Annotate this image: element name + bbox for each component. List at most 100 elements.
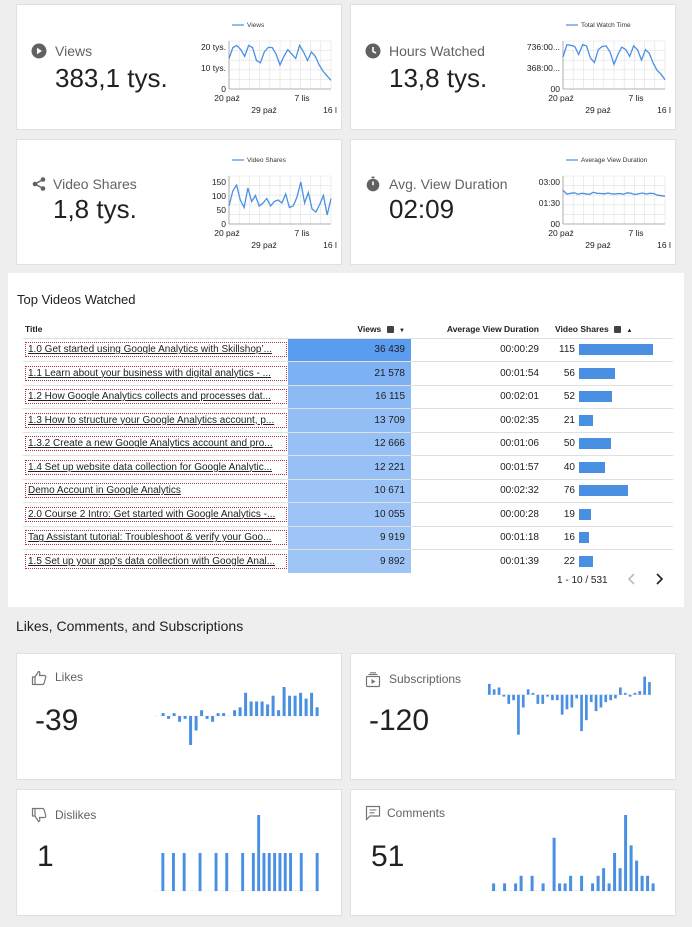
bar bbox=[299, 692, 303, 716]
card-label: Subscriptions bbox=[389, 672, 462, 686]
header-video-shares[interactable]: Video Shares ▲ bbox=[555, 323, 633, 334]
series-line bbox=[228, 181, 332, 216]
share-icon bbox=[31, 176, 47, 192]
video-title-cell[interactable]: 1.3.2 Create a new Google Analytics acco… bbox=[23, 431, 288, 456]
bar bbox=[266, 704, 270, 716]
video-title-cell[interactable]: 1.0 Get started using Google Analytics w… bbox=[23, 337, 288, 362]
bar bbox=[277, 710, 281, 716]
bar bbox=[614, 694, 617, 699]
bar bbox=[651, 883, 655, 891]
bar bbox=[624, 815, 628, 891]
header-title[interactable]: Title bbox=[25, 323, 43, 334]
shares-bar bbox=[579, 438, 611, 450]
avg-duration-cell: 00:00:28 bbox=[411, 502, 545, 526]
video-title-cell[interactable]: Tag Assistant tutorial: Troubleshoot & v… bbox=[23, 525, 288, 550]
video-title-cell[interactable]: 1.2 How Google Analytics collects and pr… bbox=[23, 384, 288, 409]
avg-duration-cell: 00:02:01 bbox=[411, 384, 545, 409]
y-tick-label: 00 bbox=[551, 219, 561, 229]
bar bbox=[517, 694, 520, 735]
table-row[interactable]: 1.3 How to structure your Google Analyti… bbox=[23, 408, 673, 432]
bar bbox=[546, 694, 549, 697]
video-title-cell[interactable]: 2.0 Course 2 Intro: Get started with Goo… bbox=[23, 502, 288, 526]
bar bbox=[288, 695, 292, 716]
bar bbox=[607, 883, 611, 891]
bar bbox=[271, 695, 275, 716]
comments-card: Comments 51 bbox=[350, 789, 676, 916]
table-row[interactable]: 1.5 Set up your app's data collection wi… bbox=[23, 549, 673, 573]
bar bbox=[492, 883, 496, 891]
table-row[interactable]: 1.2 How Google Analytics collects and pr… bbox=[23, 384, 673, 409]
table-row[interactable]: Tag Assistant tutorial: Troubleshoot & v… bbox=[23, 525, 673, 550]
shares-bar bbox=[579, 344, 653, 356]
bar bbox=[589, 694, 593, 703]
bar bbox=[172, 713, 176, 716]
sort-desc-icon: ▼ bbox=[399, 327, 405, 334]
table-row[interactable]: 2.0 Course 2 Intro: Get started with Goo… bbox=[23, 502, 673, 526]
bar bbox=[257, 815, 261, 891]
bar bbox=[251, 853, 255, 891]
bar bbox=[613, 853, 617, 891]
card-label: Likes bbox=[55, 670, 84, 684]
header-views[interactable]: Views ▼ bbox=[357, 323, 405, 334]
bar bbox=[194, 716, 198, 731]
kpi-label: Avg. View Duration bbox=[389, 176, 508, 192]
stopwatch-icon bbox=[365, 176, 381, 192]
x-tick-label: 20 paź bbox=[214, 93, 240, 103]
table-row[interactable]: 1.3.2 Create a new Google Analytics acco… bbox=[23, 431, 673, 456]
info-icon bbox=[614, 326, 622, 333]
shares-bar bbox=[579, 508, 591, 520]
bar bbox=[282, 687, 286, 716]
views-line-chart: Views 20 tys. 10 tys. 020 paź 29 paź 7 lis 16 … bbox=[201, 22, 337, 115]
chevron-right-icon[interactable] bbox=[652, 571, 666, 587]
table-row[interactable]: 1.1 Learn about your business with digit… bbox=[23, 361, 673, 385]
y-tick-label: 00 bbox=[551, 84, 561, 94]
header-avg-duration[interactable]: Average View Duration bbox=[446, 323, 539, 334]
bar bbox=[225, 853, 229, 891]
bar bbox=[519, 875, 523, 891]
video-title-cell[interactable]: 1.5 Set up your app's data collection wi… bbox=[23, 549, 288, 573]
bar bbox=[507, 694, 511, 704]
bar bbox=[273, 853, 277, 891]
video-shares-cell: 21 bbox=[545, 408, 673, 432]
chevron-left-icon[interactable] bbox=[625, 571, 639, 587]
views-cell: 10 671 bbox=[288, 478, 411, 503]
top-videos-table: Title Views ▼ Average View Duration Vide… bbox=[23, 320, 673, 573]
kpi-card-views: Views 383,1 tys. Views 20 tys. 10 tys. 0 20 … bbox=[16, 4, 342, 130]
legend-label: Total Watch Time bbox=[581, 22, 631, 29]
bar bbox=[293, 695, 297, 716]
avg-duration-cell: 00:01:39 bbox=[411, 549, 545, 573]
bar bbox=[558, 883, 562, 891]
bar bbox=[497, 687, 501, 695]
bar bbox=[205, 716, 209, 719]
play-circle-icon bbox=[31, 43, 47, 59]
bar bbox=[563, 883, 567, 891]
table-row[interactable]: 1.4 Set up website data collection for G… bbox=[23, 455, 673, 479]
table-row[interactable]: Demo Account in Google Analytics 10 671 00… bbox=[23, 478, 673, 503]
video-title-cell[interactable]: 1.3 How to structure your Google Analyti… bbox=[23, 408, 288, 432]
shares-bar bbox=[579, 485, 628, 497]
video-title-cell[interactable]: Demo Account in Google Analytics bbox=[23, 478, 288, 503]
bar bbox=[200, 710, 204, 716]
table-row[interactable]: 1.0 Get started using Google Analytics w… bbox=[23, 337, 673, 362]
bar bbox=[161, 713, 165, 716]
subscriptions-icon bbox=[365, 672, 381, 688]
video-title-cell[interactable]: 1.1 Learn about your business with digit… bbox=[23, 361, 288, 385]
bar bbox=[255, 701, 259, 716]
y-tick-label: 150 bbox=[212, 177, 226, 187]
kpi-card-hours-watched: Hours Watched 13,8 tys. Total Watch Time… bbox=[350, 4, 676, 130]
avg-duration-cell: 00:01:57 bbox=[411, 455, 545, 479]
bar bbox=[244, 692, 248, 716]
bar bbox=[267, 853, 271, 891]
bar bbox=[178, 716, 182, 722]
video-shares-cell: 115 bbox=[545, 337, 673, 362]
avg-duration-cell: 00:00:29 bbox=[411, 337, 545, 362]
bar bbox=[602, 868, 606, 891]
avg-duration-cell: 00:01:18 bbox=[411, 525, 545, 550]
bar bbox=[591, 883, 595, 891]
y-tick-label: 50 bbox=[217, 205, 227, 215]
bar bbox=[618, 868, 622, 891]
bar bbox=[530, 875, 534, 891]
card-value: 1 bbox=[37, 840, 54, 873]
video-title-cell[interactable]: 1.4 Set up website data collection for G… bbox=[23, 455, 288, 479]
